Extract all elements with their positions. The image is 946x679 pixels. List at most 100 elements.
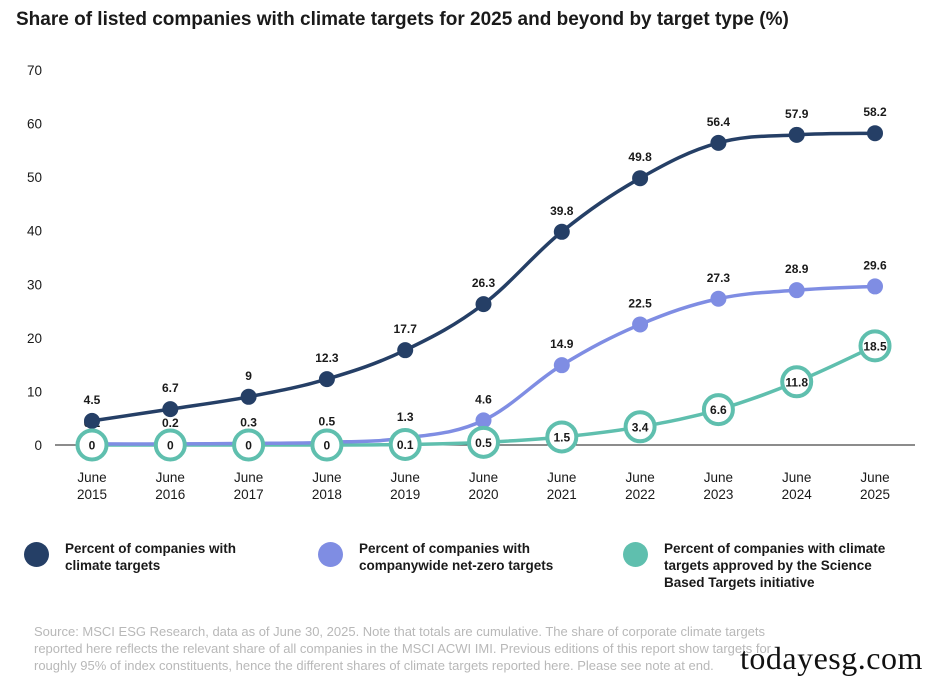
legend-label: Percent of companies with companywide ne… (359, 541, 554, 573)
legend-label: Percent of companies with climate target… (65, 541, 237, 573)
y-tick-label: 10 (27, 384, 42, 399)
y-tick-label: 50 (27, 170, 42, 185)
sbti-point (310, 428, 344, 462)
x-tick-label: June (156, 470, 185, 485)
y-tick-label: 40 (27, 224, 42, 239)
x-tick-label: 2022 (625, 487, 655, 502)
sbti-point (701, 393, 735, 427)
y-tick-label: 30 (27, 277, 42, 292)
legend-swatch (623, 542, 648, 567)
x-tick-label: June (391, 470, 420, 485)
x-tick-label: June (469, 470, 498, 485)
sbti-data-label: 3.4 (632, 420, 649, 434)
climate-targets-data-label: 57.9 (785, 107, 809, 121)
net-zero-point (475, 412, 492, 429)
sbti-data-label: 0 (324, 439, 331, 453)
sbti-point (75, 428, 109, 462)
climate-targets-point (632, 170, 649, 187)
net-zero-point (632, 316, 649, 333)
net-zero-point (710, 290, 727, 307)
x-tick-label: June (312, 470, 341, 485)
sbti-point (858, 329, 892, 363)
sbti-data-label: 0.1 (397, 438, 414, 452)
climate-targets-point (867, 125, 883, 142)
net-zero-point (867, 278, 883, 295)
y-tick-label: 20 (27, 331, 42, 346)
climate-targets-point (162, 401, 179, 418)
net-zero-data-label: 0.2 (162, 416, 179, 430)
x-tick-label: 2018 (312, 487, 342, 502)
climate-targets-point (84, 412, 100, 429)
climate-targets-data-label: 17.7 (394, 322, 418, 336)
net-zero-data-label: 29.6 (863, 258, 887, 272)
x-tick-label: June (625, 470, 654, 485)
legend-item-net-zero: Percent of companies with companywide ne… (318, 540, 594, 574)
net-zero-point (788, 282, 805, 299)
legend-swatch (318, 542, 343, 567)
sbti-data-label: 18.5 (863, 339, 887, 353)
sbti-data-label: 0.5 (475, 436, 492, 450)
sbti-point (388, 427, 422, 461)
climate-targets-data-label: 26.3 (472, 276, 496, 290)
x-tick-label: 2024 (782, 487, 813, 502)
climate-targets-point (788, 126, 805, 143)
sbti-data-label: 11.8 (785, 375, 808, 389)
climate-targets-data-label: 58.2 (863, 105, 887, 119)
sbti-point (780, 365, 814, 399)
legend-item-sbti: Percent of companies with climate target… (623, 540, 924, 591)
x-tick-label: 2017 (234, 487, 264, 502)
x-tick-label: June (860, 470, 889, 485)
sbti-data-label: 0 (89, 439, 96, 453)
sbti-data-label: 0 (167, 439, 174, 453)
net-zero-data-label: 4.6 (475, 392, 492, 406)
sbti-data-label: 6.6 (710, 403, 727, 417)
net-zero-data-label: 14.9 (550, 337, 574, 351)
legend-item-climate-targets: Percent of companies with climate target… (24, 540, 300, 574)
climate-targets-point (710, 134, 727, 151)
net-zero-data-label: 0.3 (240, 415, 257, 429)
climate-targets-data-label: 4.5 (84, 393, 101, 407)
legend-swatch (24, 542, 49, 567)
legend-label: Percent of companies with climate target… (664, 541, 886, 590)
climate-targets-point (475, 296, 492, 313)
climate-targets-data-label: 49.8 (628, 150, 652, 164)
x-tick-label: June (782, 470, 811, 485)
y-tick-label: 0 (34, 438, 42, 453)
climate-targets-data-label: 56.4 (707, 115, 731, 129)
climate-targets-data-label: 12.3 (315, 351, 339, 365)
climate-targets-point (240, 388, 257, 405)
x-tick-label: 2023 (703, 487, 733, 502)
net-zero-data-label: 0.5 (319, 414, 336, 428)
watermark: todayesg.com (740, 640, 923, 676)
y-tick-label: 70 (27, 63, 42, 78)
x-tick-label: June (704, 470, 733, 485)
climate-targets-point (318, 371, 335, 388)
climate-targets-data-label: 6.7 (162, 381, 179, 395)
x-tick-label: 2020 (468, 487, 498, 502)
climate-targets-point (553, 223, 570, 240)
sbti-point (153, 428, 187, 462)
sbti-point (545, 420, 579, 454)
x-tick-label: June (77, 470, 106, 485)
x-tick-label: June (547, 470, 576, 485)
net-zero-data-label: 28.9 (785, 262, 809, 276)
net-zero-point (553, 357, 570, 374)
net-zero-data-label: 27.3 (707, 271, 731, 285)
climate-targets-data-label: 39.8 (550, 204, 574, 218)
x-tick-label: June (234, 470, 263, 485)
source-note: Source: MSCI ESG Research, data as of Ju… (34, 624, 772, 673)
climate-targets-point (397, 342, 414, 359)
x-tick-label: 2019 (390, 487, 420, 502)
sbti-point (623, 410, 657, 444)
y-tick-label: 60 (27, 117, 42, 132)
net-zero-data-label: 22.5 (628, 296, 652, 310)
line-chart: 0 10 20 30 40 50 60 70 June 2015 June 2016 June 2017 J… (27, 63, 915, 502)
x-tick-label: 2025 (860, 487, 890, 502)
sbti-data-label: 0 (245, 439, 252, 453)
x-tick-label: 2016 (155, 487, 185, 502)
sbti-data-label: 1.5 (553, 430, 570, 444)
net-zero-data-label: 1.3 (397, 410, 414, 424)
climate-targets-data-label: 9 (245, 369, 252, 383)
sbti-point (467, 425, 500, 459)
x-tick-label: 2021 (547, 487, 577, 502)
